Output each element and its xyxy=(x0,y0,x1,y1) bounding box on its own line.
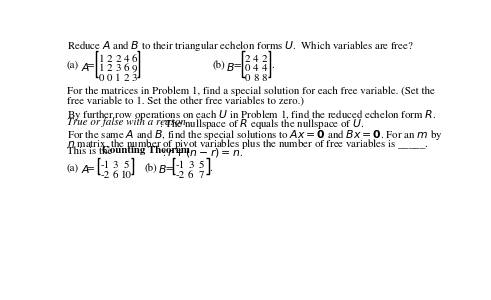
Text: (a): (a) xyxy=(67,163,79,173)
Text: 2: 2 xyxy=(262,55,267,64)
Text: By further row operations on each $U$ in Problem 1, find the reduced echelon for: By further row operations on each $U$ in… xyxy=(67,108,436,122)
Text: Counting Theorem: Counting Theorem xyxy=(102,146,190,155)
Text: =: = xyxy=(87,61,94,70)
Text: free variable to 1. Set the other free variables to zero.): free variable to 1. Set the other free v… xyxy=(67,96,304,106)
Text: -1: -1 xyxy=(100,161,109,170)
Text: 8: 8 xyxy=(262,73,267,82)
Text: 10: 10 xyxy=(121,170,132,180)
Text: 3: 3 xyxy=(188,161,193,170)
Text: =: = xyxy=(87,163,94,173)
Text: 2: 2 xyxy=(107,55,112,64)
Text: 1: 1 xyxy=(115,73,121,82)
Text: $A$: $A$ xyxy=(81,163,90,175)
Text: 0: 0 xyxy=(107,73,112,82)
Text: 4: 4 xyxy=(253,64,259,73)
Text: =: = xyxy=(165,163,173,173)
Text: For the matrices in Problem 1, find a special solution for each free variable. (: For the matrices in Problem 1, find a sp… xyxy=(67,87,435,97)
Text: 2: 2 xyxy=(123,73,129,82)
Text: This is the: This is the xyxy=(67,146,115,156)
Text: 5: 5 xyxy=(199,161,204,170)
Text: -2: -2 xyxy=(100,170,109,180)
Text: $B$: $B$ xyxy=(226,61,235,73)
Text: 1: 1 xyxy=(99,64,105,73)
Text: Reduce $A$ and $B$ to their triangular echelon forms $U$.  Which variables are f: Reduce $A$ and $B$ to their triangular e… xyxy=(67,39,413,53)
Text: 8: 8 xyxy=(253,73,259,82)
Text: $B$: $B$ xyxy=(158,163,167,175)
Text: (b): (b) xyxy=(144,163,157,173)
Text: 2: 2 xyxy=(245,55,250,64)
Text: : The nullspace of $R$ equals the nullspace of $U$.: : The nullspace of $R$ equals the nullsp… xyxy=(159,117,364,131)
Text: -1: -1 xyxy=(175,161,185,170)
Text: 3: 3 xyxy=(113,161,118,170)
Text: 4: 4 xyxy=(262,64,267,73)
Text: 3: 3 xyxy=(132,73,137,82)
Text: -2: -2 xyxy=(175,170,185,180)
Text: 4: 4 xyxy=(123,55,129,64)
Text: 1: 1 xyxy=(99,55,105,64)
Text: .: . xyxy=(271,61,274,70)
Text: 0: 0 xyxy=(245,73,250,82)
Text: =: = xyxy=(233,61,241,70)
Text: For the same $A$ and $B$, find the special solutions to $Ax=\mathbf{0}$ and $Bx=: For the same $A$ and $B$, find the speci… xyxy=(67,128,442,142)
Text: 6: 6 xyxy=(188,170,193,180)
Text: $A$: $A$ xyxy=(81,61,90,73)
Text: 2: 2 xyxy=(115,55,121,64)
Text: 6: 6 xyxy=(123,64,129,73)
Text: (a): (a) xyxy=(67,61,79,70)
Text: 9: 9 xyxy=(132,64,137,73)
Text: 3: 3 xyxy=(115,64,121,73)
Text: (b): (b) xyxy=(213,61,225,70)
Text: 6: 6 xyxy=(132,55,137,64)
Text: .: . xyxy=(209,163,212,173)
Text: 0: 0 xyxy=(245,64,250,73)
Text: 4: 4 xyxy=(253,55,259,64)
Text: $n$ matrix, the number of pivot variables plus the number of free variables is _: $n$ matrix, the number of pivot variable… xyxy=(67,137,428,151)
Text: 0: 0 xyxy=(99,73,105,82)
Text: 5: 5 xyxy=(124,161,129,170)
Text: 7: 7 xyxy=(199,170,204,180)
Text: 6: 6 xyxy=(113,170,118,180)
Text: True or false with a reason: True or false with a reason xyxy=(67,117,186,127)
Text: 2: 2 xyxy=(107,64,112,73)
Text: : $r + (n - r) = n$.: : $r + (n - r) = n$. xyxy=(162,146,243,159)
